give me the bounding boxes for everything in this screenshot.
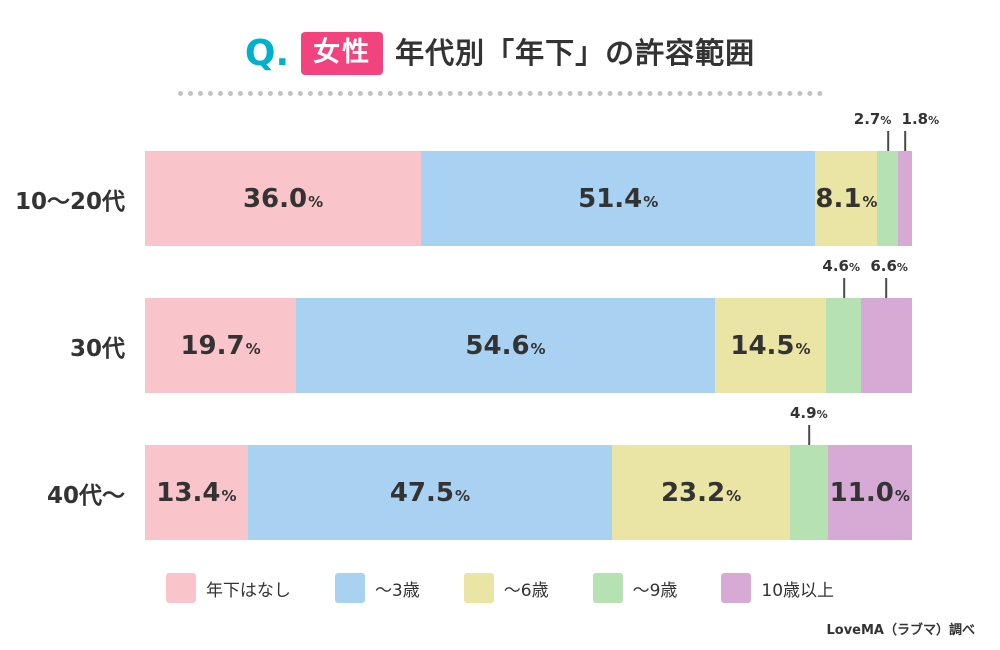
page-title: 年代別「年下」の許容範囲 bbox=[395, 36, 756, 70]
segment-callout: 1.8% bbox=[886, 110, 939, 151]
stacked-bar: 19.7% 54.6% 14.5% 4.6% 6.6% bbox=[145, 257, 912, 393]
bar-segment: 19.7% bbox=[145, 298, 297, 393]
gender-badge: 女性 bbox=[301, 32, 384, 75]
legend-label: 〜3歳 bbox=[374, 580, 420, 601]
category-label: 40代〜 bbox=[46, 482, 125, 509]
bar-segment: 54.6% bbox=[296, 298, 715, 393]
segment-value: 47.5% bbox=[389, 477, 471, 508]
legend: 年下はなし 〜3歳 〜6歳 〜9歳 10歳以上 bbox=[0, 573, 1000, 603]
stacked-bar: 13.4% 47.5% 23.2% 4.9% 11.0% bbox=[145, 404, 912, 540]
callout-leader-line bbox=[886, 131, 889, 151]
stacked-bar-chart: 10〜20代 36.0% 51.4% 8.1% 2.7% 1.8% 30代 19.7% 54.6… bbox=[0, 110, 1000, 540]
legend-label: 年下はなし bbox=[205, 580, 291, 601]
legend-label: 10歳以上 bbox=[761, 580, 835, 601]
chart-row: 10〜20代 36.0% 51.4% 8.1% 2.7% 1.8% bbox=[0, 110, 939, 246]
callout-leader-line bbox=[842, 278, 845, 298]
segment-value: 8.1% bbox=[815, 183, 878, 214]
segment-value: 13.4% bbox=[156, 477, 237, 508]
segment-value: 54.6% bbox=[465, 330, 546, 361]
dotted-divider bbox=[177, 91, 823, 96]
bar-segment: 2.7% bbox=[854, 110, 899, 246]
legend-swatch bbox=[592, 573, 623, 603]
segment-callout: 4.9% bbox=[790, 404, 828, 445]
callout-leader-line bbox=[807, 425, 810, 445]
legend-item: 〜9歳 bbox=[592, 573, 678, 603]
callout-value: 4.6% bbox=[822, 257, 861, 275]
bar-segment: 36.0% bbox=[145, 151, 422, 246]
callout-value: 4.9% bbox=[789, 404, 828, 422]
bar-segment: 4.9% bbox=[790, 404, 828, 540]
segment-callout: 6.6% bbox=[868, 257, 908, 298]
legend-swatch bbox=[463, 573, 494, 603]
legend-label: 〜6歳 bbox=[503, 580, 549, 601]
chart-title: Q. 女性 年代別「年下」の許容範囲 bbox=[0, 0, 1000, 75]
bar-segment: 1.8% bbox=[898, 110, 939, 246]
bar-segment: 47.5% bbox=[247, 445, 613, 540]
callout-leader-line bbox=[885, 278, 888, 298]
legend-swatch bbox=[165, 573, 196, 603]
bar-segment: 6.6% bbox=[861, 257, 912, 393]
segment-value: 11.0% bbox=[829, 477, 910, 508]
callout-value: 2.7% bbox=[853, 110, 892, 128]
bar-segment: 14.5% bbox=[714, 298, 827, 393]
legend-label: 〜9歳 bbox=[632, 580, 678, 601]
segment-callout: 4.6% bbox=[822, 257, 863, 298]
question-prefix: Q. bbox=[244, 32, 290, 74]
legend-swatch bbox=[721, 573, 752, 603]
stacked-bar: 36.0% 51.4% 8.1% 2.7% 1.8% bbox=[145, 110, 939, 246]
segment-value: 51.4% bbox=[578, 183, 659, 214]
bar-segment: 23.2% bbox=[612, 445, 791, 540]
segment-value: 19.7% bbox=[180, 330, 261, 361]
segment-value: 14.5% bbox=[730, 330, 811, 361]
legend-item: 〜6歳 bbox=[463, 573, 549, 603]
bar-segment: 51.4% bbox=[421, 151, 816, 246]
bar-segment: 11.0% bbox=[827, 445, 912, 540]
legend-item: 年下はなし bbox=[165, 573, 291, 603]
legend-swatch bbox=[334, 573, 365, 603]
bar-segment: 4.6% bbox=[822, 257, 862, 393]
bar-segment: 8.1% bbox=[815, 151, 878, 246]
segment-value: 23.2% bbox=[660, 477, 742, 508]
callout-value: 1.8% bbox=[901, 110, 940, 128]
category-label: 10〜20代 bbox=[14, 188, 125, 215]
category-label: 30代 bbox=[69, 335, 125, 362]
legend-item: 〜3歳 bbox=[334, 573, 420, 603]
bar-segment: 13.4% bbox=[145, 445, 248, 540]
legend-item: 10歳以上 bbox=[721, 573, 834, 603]
chart-row: 30代 19.7% 54.6% 14.5% 4.6% 6.6% bbox=[0, 257, 912, 393]
callout-leader-line bbox=[904, 131, 907, 151]
chart-row: 40代〜 13.4% 47.5% 23.2% 4.9% 11.0% bbox=[0, 404, 912, 540]
source-credit: LoveMA（ラブマ）調べ bbox=[826, 623, 975, 638]
segment-callout: 2.7% bbox=[854, 110, 907, 151]
callout-value: 6.6% bbox=[870, 257, 908, 275]
segment-value: 36.0% bbox=[242, 183, 324, 214]
